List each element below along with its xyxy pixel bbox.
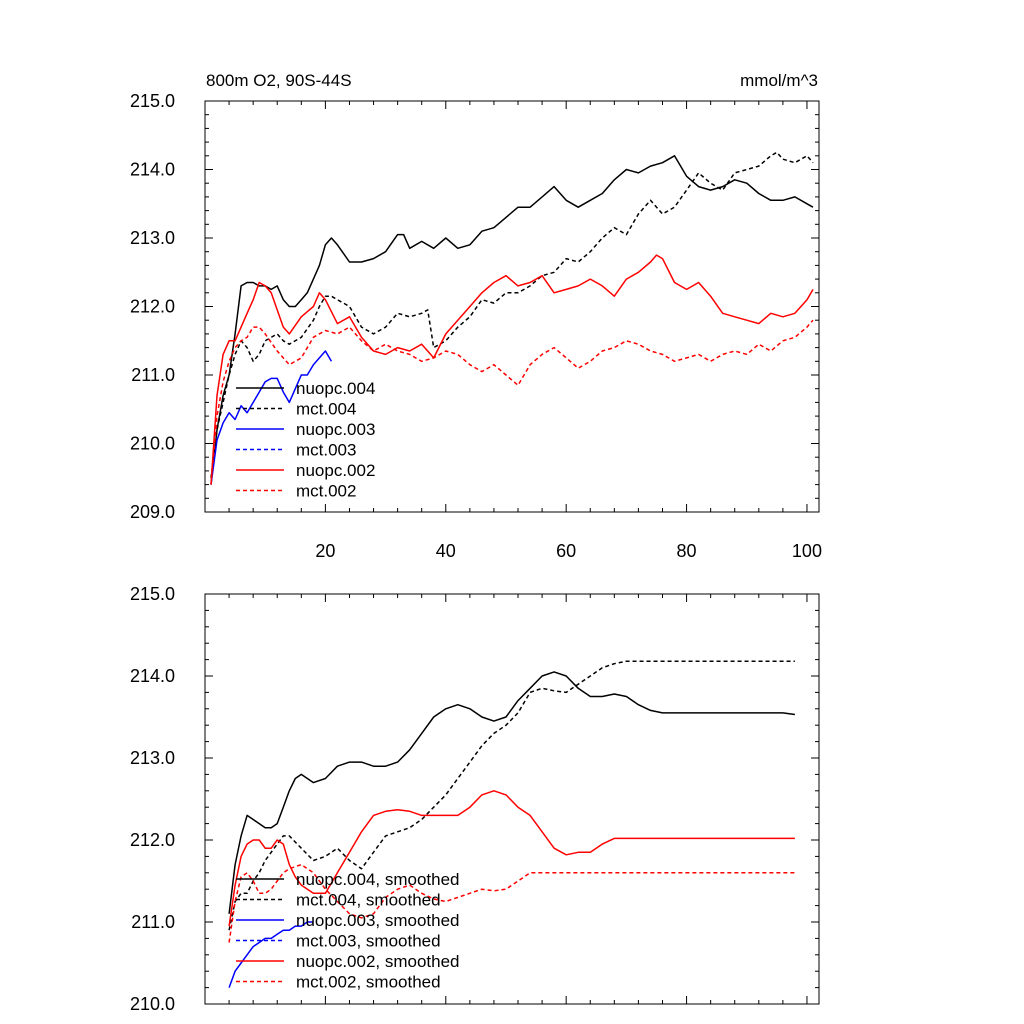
- top-panel-series: [210, 151, 814, 485]
- top-panel-units: mmol/m^3: [740, 71, 818, 90]
- top-series-line-nuopc-004: [210, 155, 814, 485]
- top-y-tick-label: 212.0: [130, 297, 175, 317]
- bottom-legend-label: mct.002, smoothed: [296, 973, 441, 992]
- bottom-y-tick-label: 211.0: [131, 912, 175, 932]
- top-series-line-mct-004: [210, 151, 814, 478]
- top-x-tick-label: 80: [677, 541, 697, 561]
- top-y-tick-label: 215.0: [130, 91, 175, 111]
- top-legend-label: mct.002: [296, 482, 356, 501]
- bottom-series-line-mct-002-smoothed: [228, 863, 795, 943]
- top-y-tick-label: 211.0: [131, 365, 175, 385]
- bottom-y-tick-label: 212.0: [130, 830, 175, 850]
- bottom-panel-ticks: 210.0 211.0 212.0 213.0 214.0 215.0: [130, 584, 819, 1014]
- top-x-tick-label: 60: [556, 541, 576, 561]
- top-legend-label: mct.004: [296, 400, 356, 419]
- top-x-tick-label: 100: [792, 541, 822, 561]
- top-panel: 800m O2, 90S-44S mmol/m^3 209.0 210.0 211.…: [130, 71, 822, 561]
- top-y-tick-label: 214.0: [130, 160, 175, 180]
- top-legend-label: nuopc.003: [296, 420, 375, 439]
- bottom-y-tick-label: 214.0: [130, 666, 175, 686]
- top-y-tick-label: 209.0: [130, 502, 175, 522]
- top-legend-label: nuopc.002: [296, 461, 375, 480]
- top-legend-label: mct.003: [296, 441, 356, 460]
- top-series-line-nuopc-002: [210, 254, 814, 485]
- bottom-series-line-nuopc-004-smoothed: [228, 671, 795, 914]
- bottom-y-tick-label: 215.0: [130, 584, 175, 604]
- bottom-panel-frame: [204, 593, 820, 1005]
- bottom-legend-label: nuopc.002, smoothed: [296, 952, 460, 971]
- top-legend-label: nuopc.004: [296, 379, 375, 398]
- top-y-tick-label: 210.0: [130, 434, 175, 454]
- top-x-tick-label: 20: [315, 541, 335, 561]
- bottom-panel: 210.0 211.0 212.0 213.0 214.0 215.0 nuopc.004…: [130, 584, 820, 1014]
- top-series-line-mct-002: [210, 319, 814, 485]
- bottom-panel-series: [228, 660, 795, 988]
- bottom-legend-label: mct.003, smoothed: [296, 932, 441, 951]
- top-x-tick-label: 40: [436, 541, 456, 561]
- bottom-y-tick-label: 210.0: [130, 994, 175, 1014]
- bottom-y-tick-label: 213.0: [130, 748, 175, 768]
- bottom-legend-label: nuopc.004, smoothed: [296, 870, 460, 889]
- bottom-series-line-mct-004-smoothed: [228, 660, 795, 931]
- bottom-legend-label: nuopc.003, smoothed: [296, 911, 460, 930]
- bottom-legend-label: mct.004, smoothed: [296, 891, 441, 910]
- top-panel-ticks: 209.0 210.0 211.0 212.0 213.0 214.0 215.0 20 40 6…: [130, 91, 822, 561]
- top-panel-title: 800m O2, 90S-44S: [206, 71, 352, 90]
- bottom-series-line-nuopc-002-smoothed: [228, 790, 795, 927]
- top-y-tick-label: 213.0: [130, 228, 175, 248]
- top-series-line-nuopc-003: [210, 350, 333, 485]
